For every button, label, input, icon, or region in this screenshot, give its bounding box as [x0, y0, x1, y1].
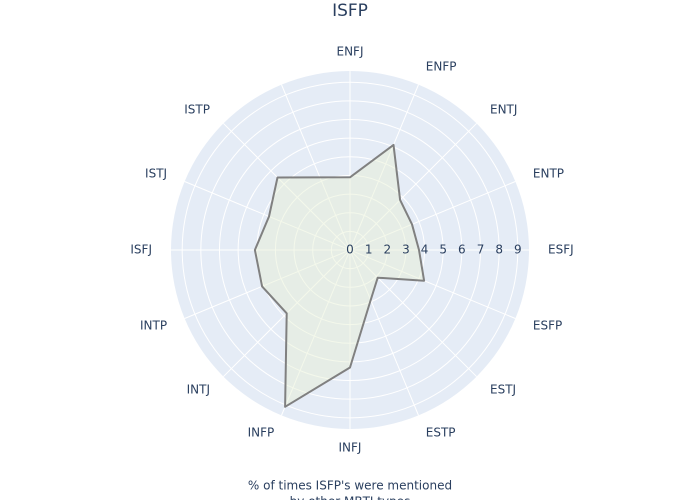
angular-tick-label: ISTJ — [145, 167, 167, 181]
angular-tick-label: ISFJ — [130, 243, 152, 257]
angular-tick-label: INFP — [248, 425, 275, 439]
radial-tick-label: 7 — [477, 243, 485, 257]
radial-tick-label: 2 — [383, 243, 391, 257]
angular-tick-label: ESFJ — [548, 243, 574, 257]
angular-tick-label: ENFJ — [337, 45, 364, 59]
annotation: % of times ISFP's were mentioned — [248, 479, 452, 493]
angular-tick-label: ENTJ — [490, 102, 517, 116]
radial-tick-label: 9 — [514, 243, 522, 257]
angular-grid-line — [349, 123, 477, 251]
radial-tick-label: 1 — [365, 243, 373, 257]
chart-title: ISFP — [332, 1, 368, 21]
angular-tick-label: ENTP — [533, 167, 564, 181]
angular-grid-line — [349, 84, 419, 251]
radial-tick-label: 6 — [458, 243, 466, 257]
radial-tick-label: 3 — [402, 243, 410, 257]
radial-tick-label: 0 — [346, 243, 354, 257]
angular-grid-line — [184, 249, 351, 319]
angular-tick-label: ESTJ — [490, 383, 516, 397]
angular-tick-label: INFJ — [339, 441, 362, 455]
angular-grid-line — [223, 123, 351, 251]
angular-tick-label: ESFP — [533, 318, 562, 332]
angular-tick-label: INTJ — [187, 383, 210, 397]
annotation: by other MBTI types — [290, 495, 411, 500]
angular-grid-line — [281, 84, 351, 251]
angular-tick-label: ENFP — [426, 60, 457, 74]
angular-grid-line — [349, 249, 477, 377]
radial-tick-label: 8 — [495, 243, 503, 257]
angular-grid-line — [349, 249, 419, 416]
angular-tick-label: ESTP — [426, 425, 456, 439]
angular-tick-label: ISTP — [184, 102, 210, 116]
angular-grid-line — [349, 249, 516, 319]
radial-tick-label: 5 — [439, 243, 447, 257]
angular-grid-line — [281, 249, 351, 416]
angular-grid-line — [349, 181, 516, 251]
angular-tick-label: INTP — [140, 318, 167, 332]
radar-area — [253, 143, 426, 408]
radial-tick-label: 4 — [421, 243, 429, 257]
angular-grid-line — [184, 181, 351, 251]
